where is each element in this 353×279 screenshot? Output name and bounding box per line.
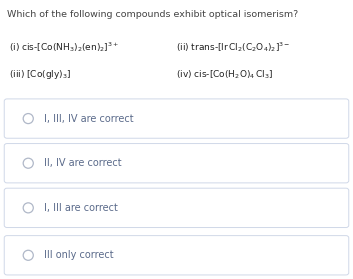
Text: (iii) $\left[\mathrm{Co(gly)_3}\right]$: (iii) $\left[\mathrm{Co(gly)_3}\right]$ [9, 68, 71, 81]
Text: Which of the following compounds exhibit optical isomerism?: Which of the following compounds exhibit… [7, 10, 298, 19]
Text: I, III are correct: I, III are correct [44, 203, 118, 213]
FancyBboxPatch shape [4, 99, 349, 138]
Text: (iv) cis-$\left[\mathrm{Co(H_2O)_4\,Cl_3}\right]$: (iv) cis-$\left[\mathrm{Co(H_2O)_4\,Cl_3… [176, 68, 274, 81]
FancyBboxPatch shape [4, 235, 349, 275]
FancyBboxPatch shape [4, 143, 349, 183]
Ellipse shape [23, 250, 33, 260]
Text: (i) cis-$\left[\mathrm{Co(NH_3)_2(en)_2}\right]^{3+}$: (i) cis-$\left[\mathrm{Co(NH_3)_2(en)_2}… [9, 40, 119, 54]
Text: (ii) trans-$\left[\mathrm{Ir\,Cl_2(C_2O_4)_2}\right]^{3-}$: (ii) trans-$\left[\mathrm{Ir\,Cl_2(C_2O_… [176, 40, 291, 54]
Text: III only correct: III only correct [44, 250, 114, 260]
Ellipse shape [23, 114, 33, 124]
Ellipse shape [23, 203, 33, 213]
Ellipse shape [23, 158, 33, 168]
FancyBboxPatch shape [4, 188, 349, 228]
Text: II, IV are correct: II, IV are correct [44, 158, 122, 168]
Text: I, III, IV are correct: I, III, IV are correct [44, 114, 134, 124]
